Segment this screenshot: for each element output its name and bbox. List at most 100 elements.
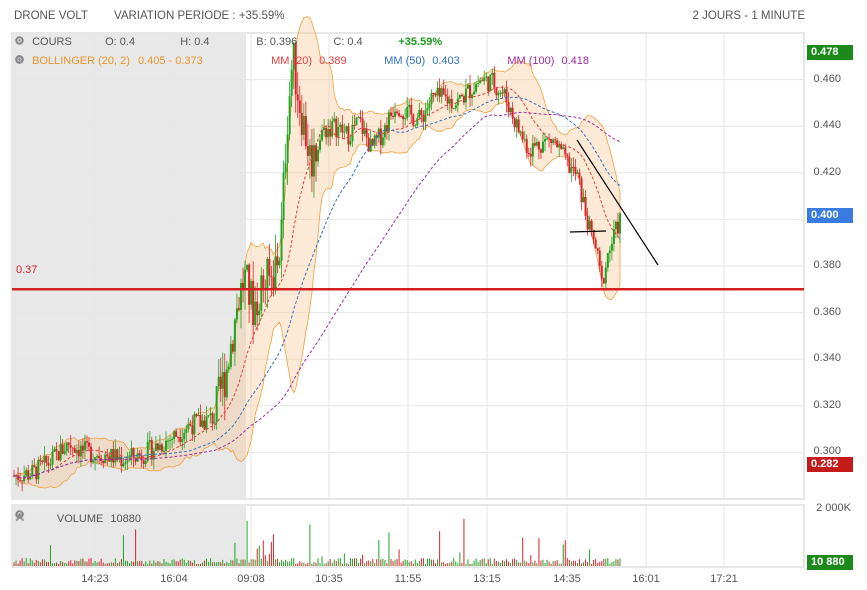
- candle-body: [260, 275, 263, 311]
- candle-body: [162, 450, 165, 452]
- candle-body: [485, 76, 488, 78]
- bollinger-label: BOLLINGER (20, 2): [32, 55, 130, 67]
- candle-body: [521, 131, 524, 140]
- candle-body: [604, 267, 607, 284]
- candle-body: [244, 269, 247, 290]
- low-value: B: 0.396: [256, 36, 298, 48]
- candle-body: [280, 219, 283, 261]
- candle-body: [420, 109, 423, 116]
- candle-body: [215, 386, 218, 423]
- candle-body: [351, 124, 354, 142]
- gear-icon[interactable]: [15, 510, 46, 523]
- candle-body: [207, 415, 210, 417]
- candle-body: [31, 465, 34, 477]
- gear-icon[interactable]: [14, 35, 25, 46]
- candle-body: [505, 89, 508, 103]
- candle-body: [598, 250, 601, 266]
- candle-body: [87, 442, 90, 447]
- candle-body: [191, 425, 194, 435]
- candle-body: [535, 141, 538, 146]
- candle-body: [564, 147, 567, 155]
- gear-icon[interactable]: [15, 54, 500, 65]
- candle-body: [45, 455, 48, 464]
- candle-body: [195, 414, 198, 417]
- candle-body: [112, 449, 115, 463]
- candle-body: [118, 456, 121, 460]
- candle-body: [612, 229, 615, 244]
- ticker-name: DRONE VOLT: [14, 10, 88, 22]
- gear-icon[interactable]: [15, 54, 264, 65]
- candle-body: [513, 118, 516, 128]
- period-selector[interactable]: 2 JOURS - 1 MINUTE: [692, 10, 805, 22]
- candle-body: [126, 460, 129, 463]
- candle-body: [387, 112, 390, 132]
- candle-body: [377, 128, 380, 138]
- candle-body: [171, 438, 174, 441]
- candle-body: [531, 143, 534, 157]
- candle-body: [548, 138, 551, 140]
- candle-body: [43, 455, 46, 462]
- y-tick-label: 0.420: [813, 165, 841, 178]
- candle-body: [57, 451, 60, 461]
- candle-body: [327, 129, 330, 138]
- candle-body: [246, 264, 249, 270]
- volume-badge: 10 880: [807, 555, 853, 570]
- candle-body: [487, 76, 490, 92]
- candle-body: [294, 42, 297, 95]
- candle-body: [385, 125, 388, 132]
- candle-body: [497, 93, 500, 96]
- candle-body: [302, 116, 305, 135]
- candle-body: [610, 243, 613, 251]
- x-tick-label: 14:35: [553, 573, 581, 585]
- candle-body: [114, 449, 117, 463]
- candle-body: [389, 112, 392, 116]
- candle-body: [148, 439, 151, 442]
- candle-body: [353, 124, 356, 126]
- volume-axis-max: 2 000K: [816, 502, 851, 514]
- candle-body: [529, 153, 532, 157]
- candle-body: [339, 124, 342, 128]
- candle-body: [189, 424, 192, 426]
- gear-icon[interactable]: [15, 54, 377, 65]
- candle-body: [177, 436, 180, 438]
- candle-body: [537, 141, 540, 150]
- candle-body: [37, 459, 40, 480]
- candle-body: [282, 172, 285, 220]
- candle-body: [464, 88, 467, 103]
- candle-body: [452, 108, 455, 110]
- candle-body: [156, 443, 159, 450]
- high-value: H: 0.4: [180, 36, 210, 48]
- candle-body: [55, 449, 58, 452]
- candle-body: [469, 85, 472, 98]
- candle-body: [590, 220, 593, 231]
- candle-body: [503, 89, 506, 94]
- candle-body: [85, 441, 88, 443]
- candle-body: [310, 145, 313, 177]
- candle-body: [554, 139, 557, 141]
- candle-body: [566, 154, 569, 157]
- candle-body: [278, 260, 281, 266]
- candle-body: [73, 448, 76, 453]
- candle-body: [152, 450, 155, 460]
- candle-body: [179, 437, 182, 442]
- mm100-line: [13, 111, 621, 480]
- candle-body: [158, 444, 161, 450]
- candle-body: [65, 442, 68, 452]
- candle-body: [108, 456, 111, 462]
- candle-body: [596, 248, 599, 251]
- candle-body: [442, 88, 445, 95]
- candle-body: [428, 103, 431, 109]
- candle-body: [383, 125, 386, 138]
- candle-body: [233, 319, 236, 352]
- candle-body: [489, 75, 492, 92]
- candle-body: [146, 441, 149, 461]
- candle-body: [363, 128, 366, 134]
- mm20-value: 0.389: [319, 55, 347, 67]
- candle-body: [448, 98, 451, 104]
- candle-body: [426, 108, 429, 111]
- x-tick-label: 16:04: [160, 573, 188, 585]
- candle-body: [13, 475, 15, 477]
- candle-body: [39, 459, 42, 462]
- candle-body: [432, 92, 435, 94]
